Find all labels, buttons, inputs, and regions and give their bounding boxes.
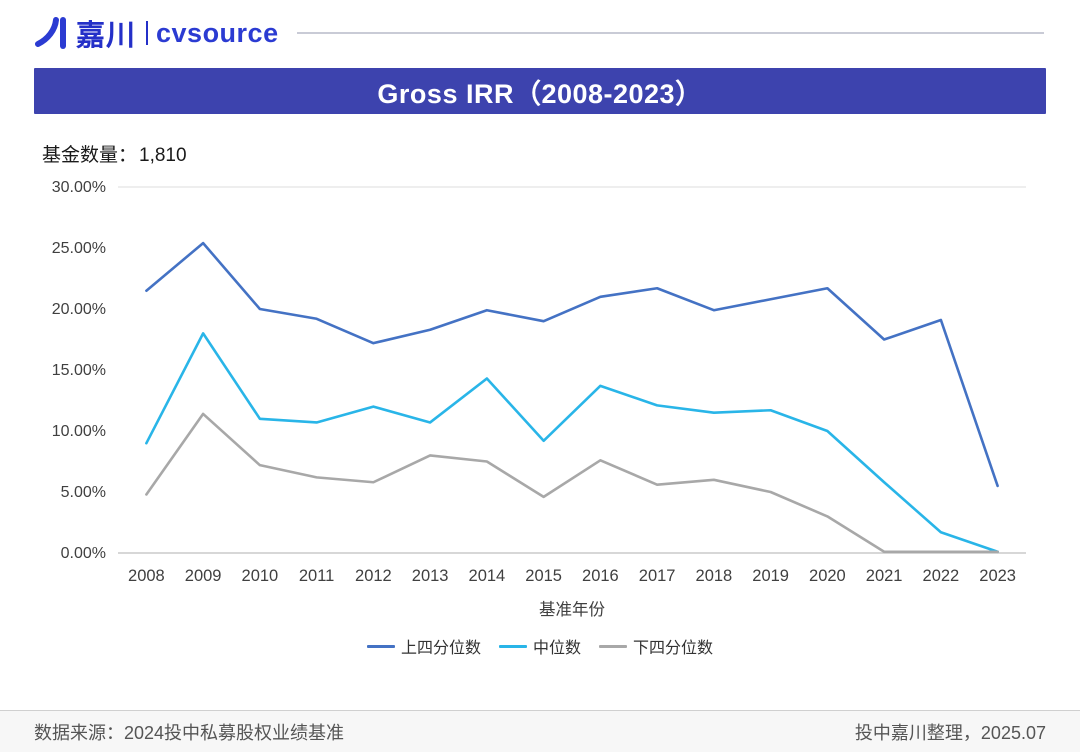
svg-text:15.00%: 15.00% [52,362,106,379]
legend-swatch-line [498,644,527,648]
footer: 数据来源：2024投中私募股权业绩基准 投中嘉川整理，2025.07 [0,710,1080,752]
series-lines [145,241,999,554]
svg-text:2020: 2020 [809,567,846,585]
x-axis-labels: 2008 2009 2010 2011 2012 2013 2014 2015 2016 2017… [128,567,1016,585]
legend-label: 上四分位数 [400,640,481,657]
svg-text:2023: 2023 [979,567,1016,585]
series-line-1 [145,332,999,554]
chart-title: Gross IRR（2008-2023） [377,78,703,109]
svg-text:2014: 2014 [469,567,506,585]
legend-label: 下四分位数 [633,640,714,657]
legend-item: 上四分位数 [366,634,481,658]
svg-text:2013: 2013 [412,567,449,585]
svg-text:0.00%: 0.00% [61,545,106,562]
legend-label: 中位数 [532,640,581,657]
header: 嘉川 cvsource [34,14,1046,52]
svg-text:2009: 2009 [185,567,222,585]
svg-text:2017: 2017 [639,567,676,585]
svg-text:5.00%: 5.00% [61,484,106,501]
chart-title-banner: Gross IRR（2008-2023） [34,68,1046,114]
header-rule [296,32,1044,34]
svg-text:2018: 2018 [696,567,733,585]
svg-text:2016: 2016 [582,567,619,585]
svg-text:2011: 2011 [299,567,334,585]
fund-count-label: 基金数量： [42,145,138,166]
line-chart: 0.00% 5.00% 10.00% 15.00% 20.00% 25.00% 30.00%… [34,171,1046,628]
svg-text:2022: 2022 [923,567,960,585]
svg-text:30.00%: 30.00% [52,179,106,196]
x-axis-title: 基准年份 [539,600,606,619]
legend-item: 下四分位数 [599,634,713,658]
legend-swatch-line [599,644,627,648]
legend-item: 中位数 [498,634,581,658]
brand-name-en: cvsource [156,17,279,48]
credit: 投中嘉川整理，2025.07 [854,722,1046,743]
legend-swatch-line [366,644,395,648]
brand-name-cn: 嘉川 [76,20,137,52]
brand-separator [146,21,149,45]
svg-text:2008: 2008 [128,567,165,585]
fund-count: 基金数量： 1,810 [34,140,1046,167]
chart-legend: 上四分位数 中位数 下四分位数 [34,634,1046,658]
svg-text:2012: 2012 [355,567,392,585]
svg-text:10.00%: 10.00% [52,423,106,440]
svg-text:2015: 2015 [525,567,562,585]
svg-text:25.00%: 25.00% [52,240,106,257]
chart-svg: 0.00% 5.00% 10.00% 15.00% 20.00% 25.00% 30.00%… [52,179,1026,619]
series-line-0 [145,241,999,488]
fund-count-value: 1,810 [139,145,187,166]
svg-text:2019: 2019 [752,567,789,585]
brand-logo-icon [34,17,68,49]
data-source: 数据来源：2024投中私募股权业绩基准 [34,722,345,743]
svg-text:2021: 2021 [866,567,903,585]
svg-text:20.00%: 20.00% [52,301,106,318]
series-line-2 [145,412,999,554]
y-axis-ticks: 0.00% 5.00% 10.00% 15.00% 20.00% 25.00% 30.00% [52,179,106,562]
svg-text:2010: 2010 [242,567,279,585]
